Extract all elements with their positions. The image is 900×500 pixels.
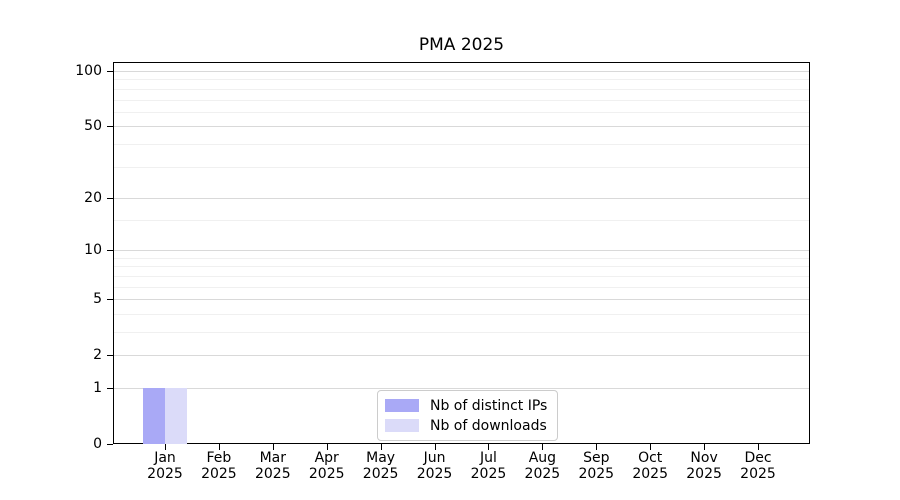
x-tick-month: Jan [154, 450, 176, 466]
chart-title: PMA 2025 [418, 35, 505, 55]
y-tick-mark [107, 444, 113, 445]
legend: Nb of distinct IPs Nb of downloads [377, 390, 559, 441]
x-tick-label-dec: Dec 2025 [726, 450, 790, 482]
y-tick-mark [107, 71, 113, 73]
x-tick-year: 2025 [362, 466, 399, 482]
x-tick-year: 2025 [201, 466, 237, 482]
x-tick-year: 2025 [740, 466, 776, 482]
minor-gridline [114, 88, 809, 90]
x-tick-month: Oct [638, 450, 663, 466]
minor-gridline [114, 286, 809, 288]
legend-swatch-icon [385, 419, 419, 432]
y-tick-label: 20 [84, 189, 102, 206]
legend-entry-0: Nb of distinct IPs [385, 397, 547, 414]
x-tick-year: 2025 [308, 466, 345, 482]
x-tick-label-sep: Sep 2025 [564, 450, 628, 482]
x-tick-mark [272, 444, 274, 450]
minor-gridline [114, 219, 809, 221]
major-gridline [114, 126, 809, 128]
x-tick-mark [326, 444, 328, 450]
x-tick-label-mar: Mar 2025 [241, 450, 305, 482]
x-tick-month: Sep [583, 450, 610, 466]
minor-gridline [114, 79, 809, 81]
y-tick-label: 100 [75, 63, 102, 80]
x-tick-month: Aug [528, 450, 557, 466]
x-tick-mark [218, 444, 220, 450]
major-gridline [114, 197, 809, 199]
y-tick-label: 5 [93, 291, 102, 308]
x-tick-label-jul: Jul 2025 [456, 450, 520, 482]
x-tick-label-nov: Nov 2025 [672, 450, 736, 482]
x-tick-label-may: May 2025 [349, 450, 413, 482]
x-tick-mark [650, 444, 652, 450]
x-tick-label-jun: Jun 2025 [403, 450, 467, 482]
x-tick-mark [596, 444, 598, 450]
minor-gridline [114, 99, 809, 101]
x-tick-year: 2025 [254, 466, 291, 482]
x-tick-month: Feb [206, 450, 232, 466]
x-tick-mark [542, 444, 544, 450]
x-tick-mark [488, 444, 490, 450]
minor-gridline [114, 257, 809, 259]
x-tick-year: 2025 [524, 466, 561, 482]
x-tick-mark [434, 444, 436, 450]
x-tick-month: Apr [314, 450, 339, 466]
minor-gridline [114, 331, 809, 333]
x-tick-mark [165, 444, 166, 450]
x-tick-month: Dec [744, 450, 772, 466]
x-tick-month: Mar [259, 450, 287, 466]
x-tick-mark [380, 444, 382, 450]
legend-entry-1: Nb of downloads [385, 417, 547, 434]
y-tick-mark [107, 355, 113, 357]
legend-label: Nb of distinct IPs [430, 397, 548, 414]
major-gridline [114, 355, 809, 357]
x-tick-label-aug: Aug 2025 [510, 450, 574, 482]
minor-gridline [114, 275, 809, 277]
plot-area [113, 62, 810, 444]
y-tick-mark [107, 387, 113, 389]
y-tick-label: 10 [84, 242, 102, 259]
major-gridline [114, 250, 809, 252]
y-tick-label: 0 [93, 436, 102, 452]
legend-swatch-icon [385, 399, 419, 412]
x-tick-month: Nov [690, 450, 718, 466]
x-tick-label-jan: Jan 2025 [133, 450, 197, 482]
x-tick-mark [758, 444, 759, 450]
y-tick-label: 2 [93, 347, 102, 364]
minor-gridline [114, 266, 809, 268]
x-tick-label-oct: Oct 2025 [618, 450, 682, 482]
x-tick-month: Jun [423, 450, 446, 466]
x-tick-month: Jul [480, 450, 497, 466]
major-gridline [114, 299, 809, 301]
y-tick-label: 50 [84, 118, 102, 135]
minor-gridline [114, 111, 809, 113]
minor-gridline [114, 143, 809, 145]
x-tick-year: 2025 [147, 466, 183, 482]
x-tick-label-feb: Feb 2025 [187, 450, 251, 482]
legend-label: Nb of downloads [430, 417, 547, 434]
major-gridline [114, 387, 809, 389]
y-tick-mark [107, 299, 113, 301]
x-tick-year: 2025 [632, 466, 668, 482]
y-tick-mark [107, 197, 113, 199]
x-tick-year: 2025 [470, 466, 507, 482]
y-tick-label: 1 [93, 379, 102, 396]
minor-gridline [114, 166, 809, 168]
x-tick-label-apr: Apr 2025 [295, 450, 359, 482]
x-tick-year: 2025 [686, 466, 722, 482]
y-tick-mark [107, 250, 113, 252]
bar-jan-series-1 [165, 387, 187, 444]
x-tick-mark [704, 444, 706, 450]
x-tick-year: 2025 [578, 466, 615, 482]
bar-jan-series-0 [143, 387, 165, 444]
y-tick-mark [107, 126, 113, 128]
major-gridline [114, 71, 809, 73]
x-tick-month: May [366, 450, 396, 466]
minor-gridline [114, 313, 809, 315]
x-tick-year: 2025 [416, 466, 453, 482]
